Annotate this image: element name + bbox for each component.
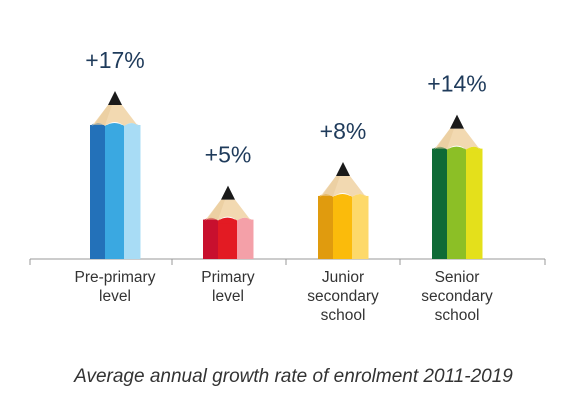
pencil-lead: [450, 114, 464, 129]
value-label: +14%: [427, 71, 486, 97]
value-label: +8%: [320, 118, 367, 144]
pencil-scallop: [218, 217, 237, 224]
pencil-bar: [432, 114, 483, 259]
pencil-body-stripe: [466, 148, 483, 259]
pencil-bar: [203, 185, 254, 259]
pencil-scallop: [352, 193, 368, 200]
category-labels: +17% Pre-primary level +5% Primary level +8% Ju…: [75, 47, 493, 324]
pencil-body-stripe: [447, 148, 467, 259]
pencil-wood-shade: [207, 199, 225, 220]
pencil-wood-shade: [322, 175, 340, 196]
pencil-body-stripe: [318, 195, 334, 259]
pencil-bar: [318, 161, 369, 259]
value-label: +17%: [85, 47, 144, 73]
pencil-body-stripe: [432, 148, 448, 259]
pencil-body-stripe: [333, 195, 353, 259]
pencil-bar: [90, 91, 141, 259]
pencil-body-stripe: [352, 195, 369, 259]
pencil-body-stripe: [203, 219, 219, 259]
pencil-body-stripe: [237, 219, 254, 259]
pencil-bars: [90, 91, 483, 259]
category-label: Primary: [201, 269, 255, 286]
pencil-scallop: [466, 146, 482, 153]
category-label: level: [212, 288, 244, 305]
category-label: Junior: [322, 269, 364, 286]
pencil-body-stripe: [218, 219, 238, 259]
pencil-body-stripe: [105, 125, 125, 259]
category-label: school: [435, 307, 480, 324]
pencil-body-stripe: [124, 125, 141, 259]
pencil-lead: [108, 91, 122, 105]
category-label: level: [99, 288, 131, 305]
category-label: secondary: [421, 288, 493, 305]
category-label: Senior: [435, 269, 480, 286]
pencil-scallop: [447, 146, 466, 153]
chart-caption: Average annual growth rate of enrolment …: [74, 366, 513, 387]
pencil-wood-shade: [94, 105, 112, 125]
x-axis-ticks: [29, 259, 546, 265]
pencil-scallop: [105, 123, 124, 129]
pencil-lead: [336, 161, 350, 176]
pencil-body-stripe: [90, 125, 106, 259]
pencil-wood-shade: [436, 128, 454, 149]
pencil-scallop: [333, 193, 352, 200]
value-label: +5%: [205, 142, 252, 168]
category-label: secondary: [307, 288, 379, 305]
pencil-lead: [221, 185, 235, 200]
category-label: school: [321, 307, 366, 324]
pencil-scallop: [237, 217, 253, 224]
pencil-scallop: [124, 123, 140, 129]
category-label: Pre-primary: [75, 269, 156, 286]
